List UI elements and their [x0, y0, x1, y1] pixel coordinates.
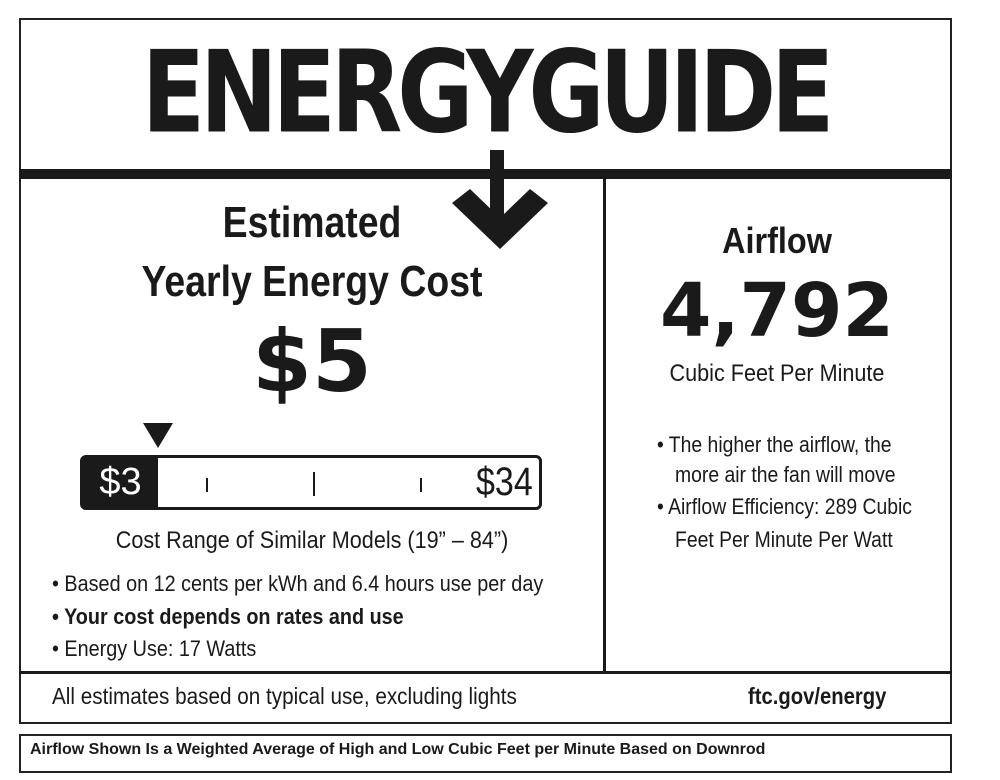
energyguide-logo: ENERGYGUIDE: [141, 27, 835, 159]
ftc-link[interactable]: ftc.gov/energy: [748, 683, 887, 709]
header-divider: [19, 169, 952, 179]
range-high: $34: [476, 460, 533, 504]
cost-heading-line2: Yearly Energy Cost: [141, 257, 483, 306]
cost-heading-line1: Estimated: [222, 198, 402, 247]
footer-divider: [19, 671, 952, 674]
column-divider: [603, 178, 606, 672]
range-low: $3: [83, 458, 158, 507]
efficiency-bullet-cont: Feet Per Minute Per Watt: [675, 527, 893, 552]
cost-marker-icon: [143, 423, 173, 448]
label-border: [19, 18, 952, 724]
efficiency-bullet: • Airflow Efficiency: 289 Cubic: [657, 494, 912, 519]
bullet-rate: • Based on 12 cents per kWh and 6.4 hour…: [52, 571, 544, 596]
bottom-note: Airflow Shown Is a Weighted Average of H…: [30, 741, 766, 758]
tick: [206, 478, 208, 492]
footer-note: All estimates based on typical use, excl…: [52, 683, 517, 709]
bullet-cost-depends: • Your cost depends on rates and use: [52, 604, 404, 629]
bullet-energy-use: • Energy Use: 17 Watts: [52, 636, 257, 661]
airflow-label: Airflow: [722, 220, 832, 261]
airflow-bullet: • The higher the airflow, the: [657, 432, 892, 457]
tick: [313, 472, 315, 496]
tick: [420, 478, 422, 492]
range-caption: Cost Range of Similar Models (19” – 84”): [115, 527, 509, 554]
cost-range-bar: $3 $34: [80, 455, 542, 510]
bottom-note-box: [19, 734, 952, 773]
airflow-unit: Cubic Feet Per Minute: [669, 360, 885, 387]
airflow-value: 4,792: [659, 268, 895, 354]
yearly-cost-value: $5: [252, 312, 372, 412]
arrow-down-icon: [452, 185, 548, 249]
airflow-bullet-cont: more air the fan will move: [675, 462, 896, 487]
